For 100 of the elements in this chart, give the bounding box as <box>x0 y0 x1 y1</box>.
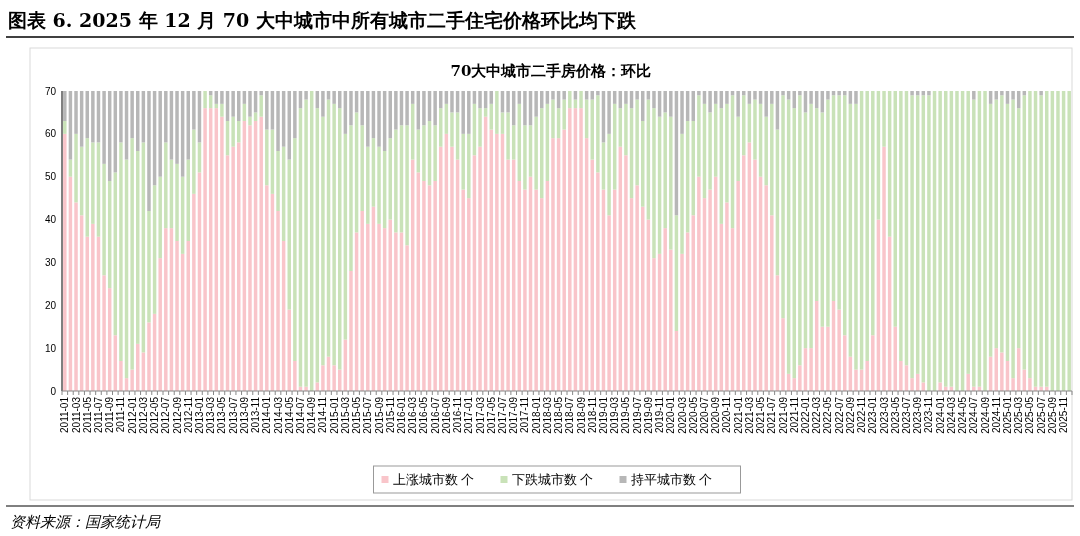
legend-label: 持平城市数 个 <box>630 472 713 487</box>
x-tick-label: 2024-01 <box>934 396 946 434</box>
bar <box>91 142 95 224</box>
bar <box>798 365 802 391</box>
bar <box>147 91 151 211</box>
x-tick-label: 2023-01 <box>867 396 879 434</box>
x-tick-label: 2025-11 <box>1058 396 1070 433</box>
x-tick-label: 2015-05 <box>351 396 363 434</box>
x-tick-label: 2024-09 <box>979 396 991 434</box>
y-tick-label: 60 <box>44 128 57 140</box>
bar <box>669 249 673 391</box>
bar <box>697 176 701 391</box>
bar <box>321 116 325 366</box>
x-tick-label: 2015-01 <box>328 396 340 434</box>
bar <box>231 116 235 147</box>
x-tick-label: 2025-07 <box>1035 396 1047 434</box>
x-tick-label: 2012-01 <box>126 396 138 434</box>
bar <box>562 91 566 100</box>
bar <box>635 99 639 186</box>
bar <box>1028 91 1032 379</box>
x-tick-label: 2014-09 <box>306 396 318 434</box>
x-tick-label: 2019-01 <box>597 396 609 434</box>
bar <box>377 223 381 391</box>
x-tick-label: 2023-03 <box>878 396 890 434</box>
x-tick-label: 2012-07 <box>160 396 172 434</box>
bar <box>102 275 106 391</box>
bar <box>259 116 263 391</box>
bar <box>736 91 740 117</box>
x-tick-label: 2014-05 <box>283 396 295 434</box>
bar <box>394 129 398 233</box>
bar <box>119 91 123 143</box>
y-tick-label: 70 <box>44 85 57 97</box>
bar <box>736 181 740 391</box>
bar <box>809 348 813 391</box>
bar <box>669 91 673 117</box>
bar <box>871 335 875 391</box>
bar <box>646 91 651 100</box>
bar <box>910 95 914 379</box>
x-tick-label: 2025-09 <box>1046 396 1058 434</box>
x-tick-label: 2020-05 <box>687 396 699 434</box>
bar <box>265 91 269 130</box>
bar <box>837 309 841 391</box>
x-tick-label: 2022-01 <box>799 396 811 434</box>
bar <box>786 91 791 100</box>
bar <box>663 112 667 229</box>
x-tick-label: 2017-03 <box>474 396 486 434</box>
bar <box>1039 95 1043 387</box>
bar <box>332 91 336 104</box>
x-tick-label: 2013-03 <box>205 396 217 434</box>
bar <box>579 108 583 391</box>
bar <box>1011 99 1015 379</box>
x-tick-label: 2021-07 <box>766 396 778 434</box>
bar <box>332 103 336 366</box>
bar <box>483 108 488 117</box>
bar <box>635 185 639 391</box>
bar <box>253 112 258 121</box>
x-tick-label: 2011-07 <box>92 396 104 433</box>
x-tick-label: 2018-03 <box>541 396 553 434</box>
bar <box>1028 378 1032 391</box>
bar <box>478 146 482 391</box>
bar <box>259 91 263 96</box>
bar <box>579 91 583 109</box>
x-tick-label: 2016-07 <box>429 396 441 434</box>
bar <box>708 91 712 113</box>
bar <box>326 91 331 100</box>
bar <box>147 322 151 391</box>
bar <box>551 91 555 100</box>
bar <box>63 121 67 134</box>
bar <box>523 125 527 190</box>
bar <box>854 91 858 104</box>
bar <box>265 185 269 391</box>
bar <box>461 133 465 190</box>
bar <box>994 91 998 100</box>
bar <box>725 103 729 203</box>
bar <box>697 91 701 96</box>
y-tick-label: 0 <box>50 385 57 397</box>
bar <box>1056 91 1060 391</box>
x-tick-label: 2024-03 <box>945 396 957 434</box>
bar <box>764 185 768 391</box>
bar <box>158 258 162 391</box>
bar <box>422 181 426 391</box>
x-tick-label: 2016-03 <box>407 396 419 434</box>
x-tick-label: 2014-11 <box>317 396 329 433</box>
x-tick-label: 2019-09 <box>642 396 654 434</box>
bar <box>753 91 757 100</box>
bar <box>764 91 768 117</box>
x-tick-label: 2023-05 <box>889 396 901 434</box>
bar <box>624 91 628 104</box>
x-tick-label: 2012-05 <box>149 396 161 434</box>
bar <box>899 361 903 391</box>
bar <box>203 91 207 109</box>
bar <box>562 99 566 130</box>
bar <box>74 202 78 391</box>
bar <box>562 129 566 391</box>
x-tick-label: 2014-07 <box>294 396 306 434</box>
bar <box>826 326 830 391</box>
bar <box>551 99 555 139</box>
bar <box>607 133 611 216</box>
bar <box>158 91 162 177</box>
bar <box>467 91 471 134</box>
